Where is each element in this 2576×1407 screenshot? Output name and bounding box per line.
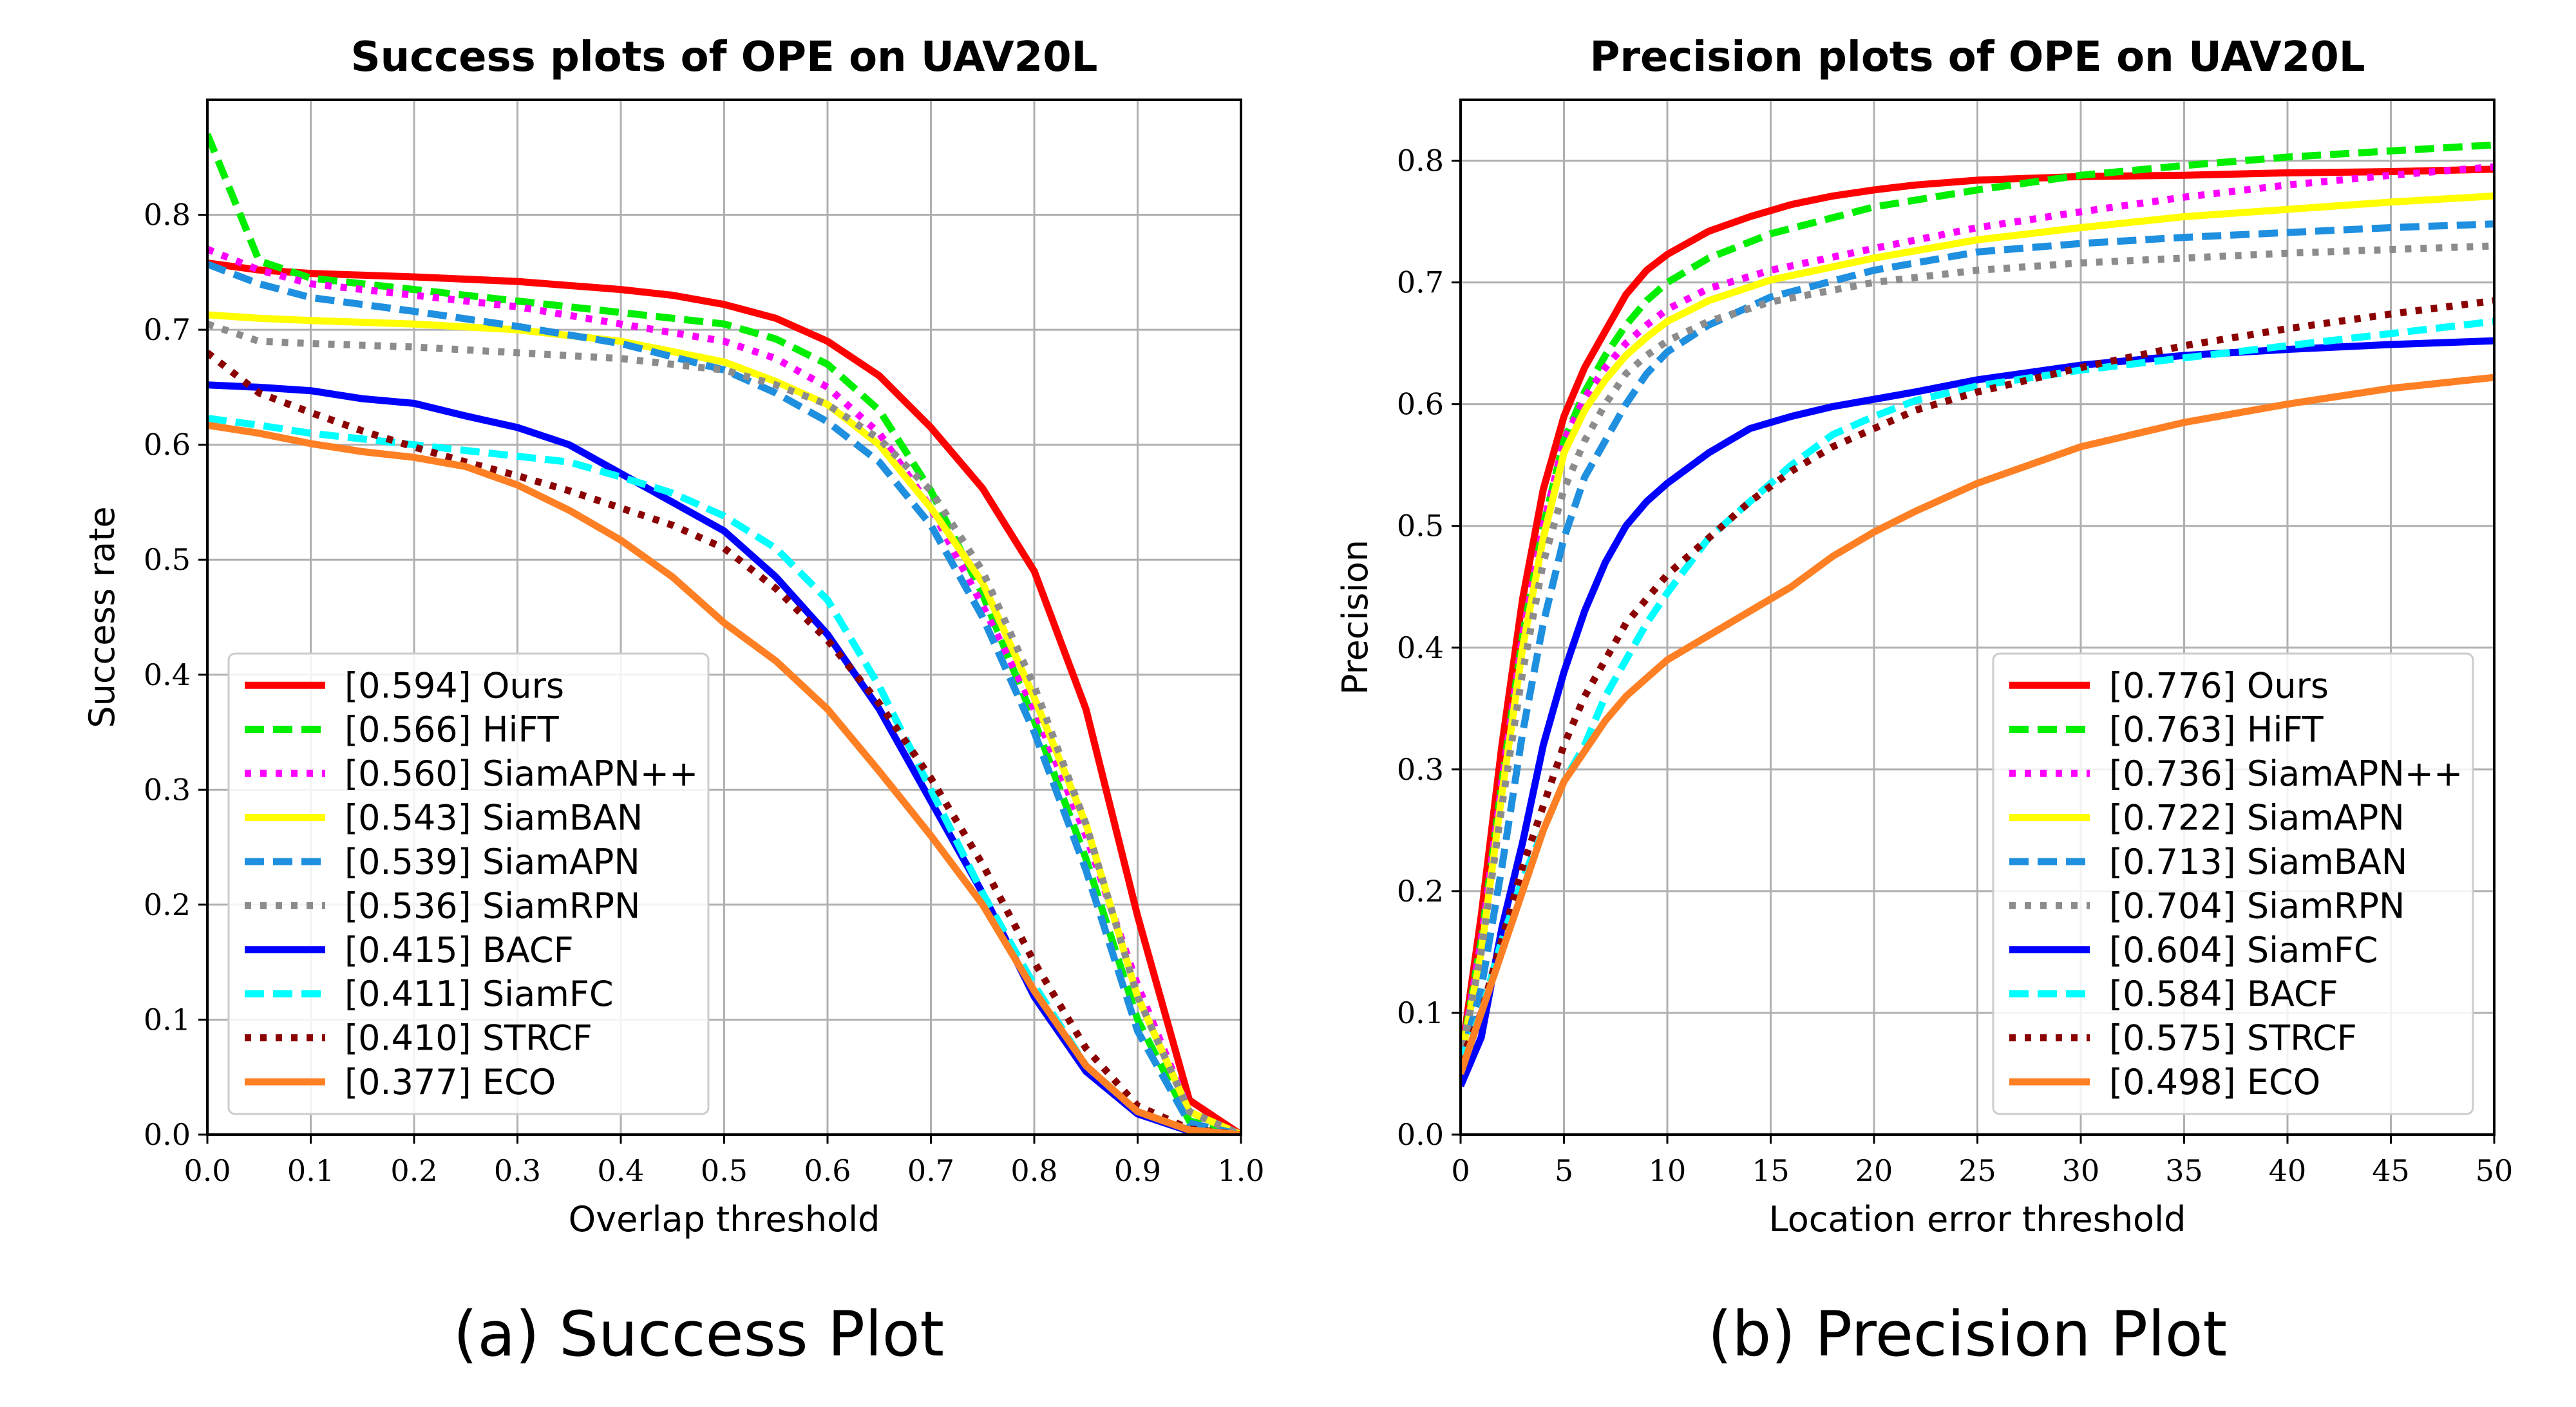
precision-plot-y-tick-label-6: 0.6 bbox=[1397, 387, 1444, 422]
precision-plot-y-tick-label-3: 0.3 bbox=[1397, 752, 1444, 787]
precision-plot-legend-label-3: [0.722] SiamAPN bbox=[2109, 798, 2405, 838]
success-plot-x-tick-label-1: 0.1 bbox=[287, 1153, 334, 1188]
precision-plot-legend-label-7: [0.584] BACF bbox=[2109, 974, 2338, 1014]
precision-plot-y-tick-label-8: 0.8 bbox=[1397, 144, 1444, 178]
success-plot-series-line-1 bbox=[207, 133, 1241, 1135]
success-plot-x-tick-label-6: 0.6 bbox=[804, 1153, 851, 1188]
precision-plot-x-tick-label-10: 50 bbox=[2476, 1153, 2514, 1188]
precision-plot-x-tick-label-1: 5 bbox=[1555, 1153, 1573, 1188]
precision-plot-series-line-0 bbox=[1461, 165, 2494, 1062]
success-plot-y-tick-label-2: 0.2 bbox=[144, 887, 191, 922]
success-plot-legend-label-1: [0.566] HiFT bbox=[345, 710, 560, 750]
success-plot-x-tick-label-7: 0.7 bbox=[907, 1153, 954, 1188]
precision-plot-legend-box bbox=[1992, 652, 2474, 1115]
precision-plot-series-line-3 bbox=[1461, 192, 2494, 1062]
precision-plot-legend-label-8: [0.575] STRCF bbox=[2109, 1018, 2357, 1059]
precision-plot-x-tick-label-4: 20 bbox=[1855, 1153, 1893, 1188]
success-plot-legend-label-7: [0.411] SiamFC bbox=[345, 974, 614, 1014]
success-plot-ticks: 0.0 0.1 0.2 0.3 0.4 0.5 0.6 0.7 0.8 0.9 1.0 0.0 0.1 0… bbox=[144, 198, 1265, 1188]
success-plot-series-line-4 bbox=[207, 261, 1241, 1135]
precision-plot-series-line-8 bbox=[1461, 297, 2494, 1063]
success-plot-title: Success plots of OPE on UAV20L bbox=[351, 33, 1098, 81]
success-plot-y-tick-label-8: 0.8 bbox=[144, 198, 191, 232]
precision-plot-title: Precision plots of OPE on UAV20L bbox=[1589, 33, 2365, 81]
precision-plot-x-tick-label-5: 25 bbox=[1958, 1153, 1996, 1188]
precision-plot-legend-label-1: [0.763] HiFT bbox=[2109, 710, 2324, 750]
success-plot-series bbox=[207, 133, 1241, 1135]
success-plot-legend-label-5: [0.536] SiamRPN bbox=[345, 885, 640, 926]
success-plot-legend-label-4: [0.539] SiamAPN bbox=[345, 842, 640, 882]
precision-plot-y-tick-label-0: 0.0 bbox=[1397, 1117, 1444, 1152]
precision-plot: 0 5 10 15 20 25 30 35 40 45 50 0.0 0.1 0.2 0.3 0.4 0.5 0.… bbox=[1335, 33, 2513, 1240]
precision-plot-ticks: 0 5 10 15 20 25 30 35 40 45 50 0.0 0.1 0.2 0.3 0.4 0.5 0.… bbox=[1397, 144, 2513, 1188]
success-plot-legend-label-6: [0.415] BACF bbox=[345, 930, 574, 970]
success-plot-legend-label-8: [0.410] STRCF bbox=[345, 1018, 592, 1059]
precision-plot-legend-label-0: [0.776] Ours bbox=[2109, 665, 2329, 706]
success-plot-series-line-0 bbox=[207, 260, 1241, 1135]
success-plot-legend-box bbox=[227, 652, 710, 1115]
success-plot-legend-label-0: [0.594] Ours bbox=[345, 665, 564, 706]
success-plot-x-axis-label: Overlap threshold bbox=[569, 1199, 880, 1240]
precision-plot-y-tick-label-4: 0.4 bbox=[1397, 630, 1444, 665]
precision-plot-legend: [0.776] Ours[0.763] HiFT[0.736] SiamAPN+… bbox=[1992, 652, 2474, 1115]
success-plot-y-tick-label-4: 0.4 bbox=[144, 657, 191, 692]
success-plot-series-line-9 bbox=[207, 421, 1241, 1135]
precision-plot-legend-label-4: [0.713] SiamBAN bbox=[2109, 842, 2407, 882]
precision-plot-x-tick-label-2: 10 bbox=[1649, 1153, 1687, 1188]
success-plot-x-tick-label-10: 1.0 bbox=[1217, 1153, 1264, 1188]
precision-plot-legend-label-6: [0.604] SiamFC bbox=[2109, 930, 2378, 970]
caption-success-plot: (a) Success Plot bbox=[453, 1298, 944, 1370]
success-plot-legend-label-3: [0.543] SiamBAN bbox=[345, 798, 643, 838]
precision-plot-x-tick-label-6: 30 bbox=[2062, 1153, 2100, 1188]
caption-precision-plot: (b) Precision Plot bbox=[1708, 1298, 2227, 1370]
precision-plot-legend-label-5: [0.704] SiamRPN bbox=[2109, 885, 2405, 926]
success-plot-legend: [0.594] Ours[0.566] HiFT[0.560] SiamAPN+… bbox=[227, 652, 710, 1115]
precision-plot-y-axis-label: Precision bbox=[1335, 540, 1376, 695]
success-plot-x-tick-label-5: 0.5 bbox=[701, 1153, 748, 1188]
success-plot-legend-label-2: [0.560] SiamAPN++ bbox=[345, 753, 698, 794]
success-plot-y-tick-label-1: 0.1 bbox=[144, 1002, 191, 1037]
success-plot-x-tick-label-2: 0.2 bbox=[390, 1153, 437, 1188]
success-plot-x-tick-label-9: 0.9 bbox=[1114, 1153, 1161, 1188]
success-plot-x-tick-label-3: 0.3 bbox=[494, 1153, 541, 1188]
success-plot-y-tick-label-7: 0.7 bbox=[144, 312, 191, 347]
precision-plot-series bbox=[1461, 141, 2494, 1088]
precision-plot-x-tick-label-9: 45 bbox=[2372, 1153, 2410, 1188]
success-plot-series-line-8 bbox=[207, 350, 1241, 1135]
success-plot-y-tick-label-5: 0.5 bbox=[144, 542, 191, 577]
precision-plot-legend-label-2: [0.736] SiamAPN++ bbox=[2109, 753, 2463, 794]
success-plot-legend-label-9: [0.377] ECO bbox=[345, 1062, 556, 1102]
success-plot-y-tick-label-3: 0.3 bbox=[144, 772, 191, 807]
precision-plot-series-line-9 bbox=[1461, 373, 2494, 1075]
success-plot-x-tick-label-4: 0.4 bbox=[597, 1153, 644, 1188]
success-plot: 0.0 0.1 0.2 0.3 0.4 0.5 0.6 0.7 0.8 0.9 1.0 0.0 0.1 0… bbox=[82, 33, 1265, 1240]
precision-plot-series-line-1 bbox=[1461, 141, 2494, 1062]
precision-plot-legend-label-9: [0.498] ECO bbox=[2109, 1062, 2320, 1102]
precision-plot-y-tick-label-2: 0.2 bbox=[1397, 874, 1444, 909]
precision-plot-x-axis-label: Location error threshold bbox=[1769, 1199, 2186, 1240]
success-plot-y-axis-label: Success rate bbox=[82, 506, 122, 728]
precision-plot-x-tick-label-3: 15 bbox=[1752, 1153, 1790, 1188]
precision-plot-x-tick-label-7: 35 bbox=[2165, 1153, 2203, 1188]
precision-plot-x-tick-label-0: 0 bbox=[1451, 1153, 1470, 1188]
success-plot-x-tick-label-8: 0.8 bbox=[1010, 1153, 1057, 1188]
precision-plot-x-tick-label-8: 40 bbox=[2269, 1153, 2307, 1188]
success-plot-y-tick-label-0: 0.0 bbox=[144, 1117, 191, 1152]
success-plot-y-tick-label-6: 0.6 bbox=[144, 428, 191, 462]
precision-plot-y-tick-label-5: 0.5 bbox=[1397, 509, 1444, 543]
precision-plot-y-tick-label-1: 0.1 bbox=[1397, 996, 1444, 1030]
precision-plot-y-tick-label-7: 0.7 bbox=[1397, 265, 1444, 300]
precision-plot-series-line-4 bbox=[1461, 220, 2494, 1063]
success-plot-x-tick-label-0: 0.0 bbox=[184, 1153, 231, 1188]
success-plot-series-line-5 bbox=[207, 320, 1241, 1135]
